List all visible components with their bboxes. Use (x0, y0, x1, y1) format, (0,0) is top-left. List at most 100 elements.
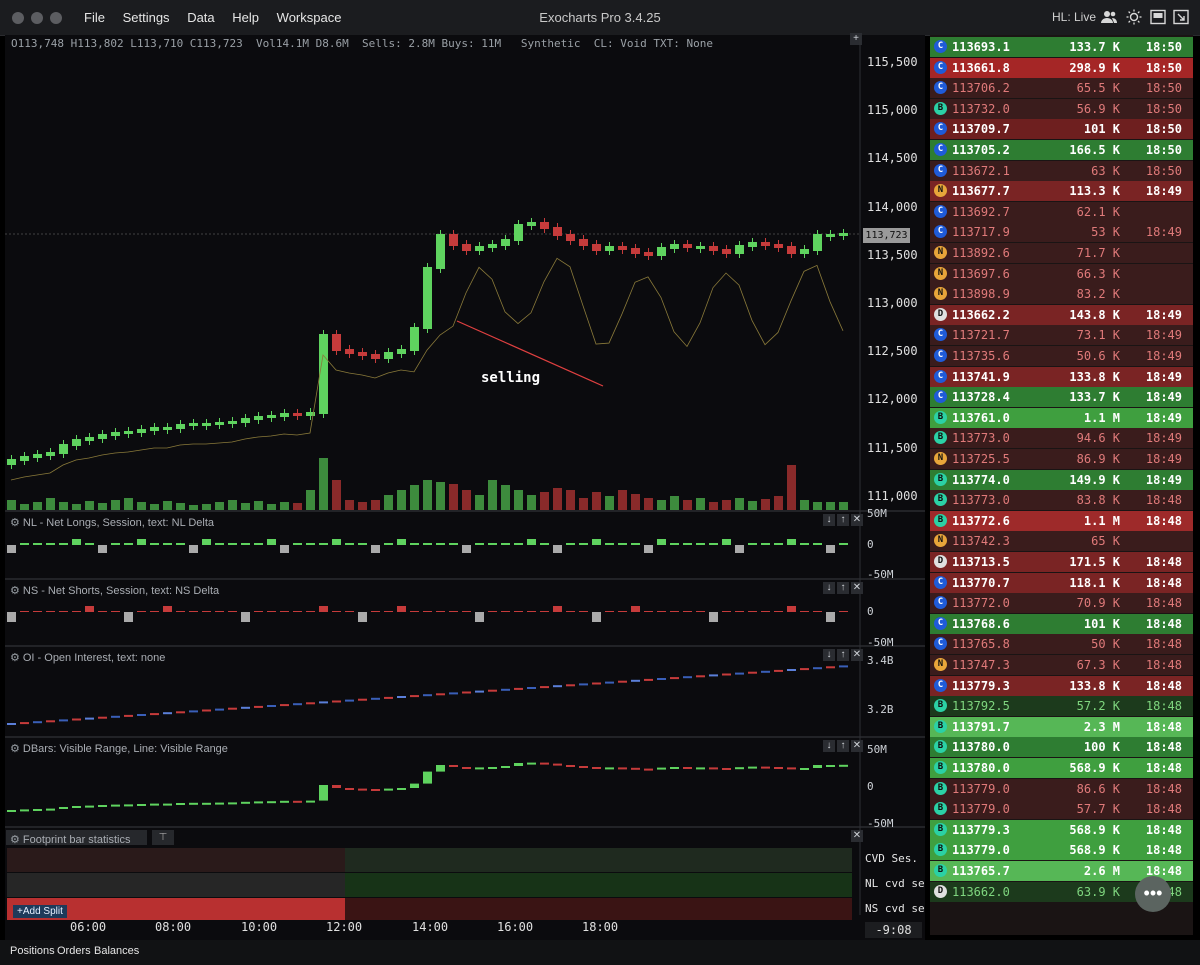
tab-positions[interactable]: Positions (10, 945, 55, 957)
trade-row[interactable]: D 113662.2 143.8 K 18:49 (930, 304, 1193, 325)
gear-icon[interactable]: ⚙ (10, 585, 20, 597)
footprint-cell (488, 848, 501, 872)
menu-file[interactable]: File (84, 10, 105, 25)
trade-row[interactable]: C 113779.3 133.8 K 18:48 (930, 675, 1193, 696)
move-down-icon[interactable]: ↓ (823, 514, 835, 526)
footprint-cell (319, 873, 332, 897)
trade-row[interactable]: C 113705.2 166.5 K 18:50 (930, 140, 1193, 160)
menu-help[interactable]: Help (232, 10, 260, 25)
trade-row[interactable]: N 113742.3 65 K (930, 531, 1193, 552)
footprint-cell (813, 848, 826, 872)
trade-row[interactable]: N 113697.6 66.3 K (930, 263, 1193, 284)
add-panel-button[interactable]: + (850, 33, 862, 45)
dbars-panel-title[interactable]: ⚙ DBars: Visible Range, Line: Visible Ran… (10, 743, 228, 755)
trade-row[interactable]: C 113692.7 62.1 K (930, 201, 1193, 222)
trade-row[interactable]: B 113779.3 568.9 K 18:48 (930, 819, 1193, 840)
expand-icon[interactable] (1172, 9, 1190, 25)
minimize-window-button[interactable] (31, 12, 43, 24)
close-footprint-icon[interactable]: ✕ (851, 830, 863, 842)
trade-row[interactable]: B 113791.7 2.3 M 18:48 (930, 716, 1193, 737)
trade-row[interactable]: B 113779.0 57.7 K 18:48 (930, 799, 1193, 820)
trade-row[interactable]: B 113780.0 100 K 18:48 (930, 737, 1193, 758)
brightness-icon[interactable] (1125, 9, 1143, 25)
trade-row[interactable]: C 113709.7 101 K 18:50 (930, 119, 1193, 140)
close-panel-icon[interactable]: ✕ (851, 740, 863, 752)
gear-icon[interactable]: ⚙ (10, 652, 20, 664)
nl-bar (85, 543, 94, 545)
trade-row[interactable]: N 113677.7 113.3 K 18:49 (930, 181, 1193, 202)
volume-bar (20, 504, 29, 510)
trade-row[interactable]: C 113772.0 70.9 K 18:48 (930, 593, 1193, 614)
footprint-stats-tab[interactable]: ⚙ Footprint bar statistics (6, 830, 147, 846)
trade-row[interactable]: C 113770.7 118.1 K 18:48 (930, 572, 1193, 593)
trade-row[interactable]: N 113892.6 71.7 K (930, 243, 1193, 263)
move-down-icon[interactable]: ↓ (823, 740, 835, 752)
footprint-cell (33, 848, 46, 872)
trade-row[interactable]: B 113792.5 57.2 K 18:48 (930, 696, 1193, 717)
trade-row[interactable]: B 113765.7 2.6 M 18:48 (930, 861, 1193, 881)
trade-size: 63 K (1091, 163, 1120, 178)
trade-row[interactable]: C 113765.8 50 K 18:48 (930, 634, 1193, 655)
trade-row[interactable]: C 113672.1 63 K 18:50 (930, 160, 1193, 181)
trade-row[interactable]: N 113898.9 83.2 K (930, 284, 1193, 305)
trade-row[interactable]: C 113693.1 133.7 K 18:50 (930, 37, 1193, 57)
footprint-cell (826, 873, 839, 897)
layout-icon[interactable] (1149, 9, 1167, 25)
trade-row[interactable]: C 113768.6 101 K 18:48 (930, 613, 1193, 634)
footprint-cell (306, 873, 319, 897)
trade-row[interactable]: C 113721.7 73.1 K 18:49 (930, 325, 1193, 346)
time-and-sales-tape[interactable]: C 113693.1 133.7 K 18:50 C 113661.8 298.9 K 18:… (930, 35, 1193, 935)
ns-panel-title[interactable]: ⚙ NS - Net Shorts, Session, text: NS Delt… (10, 585, 220, 597)
trade-row[interactable]: B 113772.6 1.1 M 18:48 (930, 510, 1193, 531)
chart-canvas[interactable] (5, 35, 925, 940)
move-down-icon[interactable]: ↓ (823, 649, 835, 661)
add-split-button[interactable]: +Add Split (13, 905, 67, 918)
trade-row[interactable]: B 113774.0 149.9 K 18:49 (930, 469, 1193, 490)
trade-row[interactable]: B 113761.0 1.1 M 18:49 (930, 407, 1193, 428)
nl-panel-title[interactable]: ⚙ NL - Net Longs, Session, text: NL Delta (10, 517, 215, 529)
trade-row[interactable]: C 113735.6 50.6 K 18:49 (930, 346, 1193, 366)
chart-area[interactable]: O113,748 H113,802 L113,710 C113,723 Vol1… (5, 33, 925, 940)
trade-row[interactable]: B 113779.0 86.6 K 18:48 (930, 778, 1193, 799)
more-options-button[interactable]: ••• (1135, 876, 1171, 912)
move-up-icon[interactable]: ↑ (837, 514, 849, 526)
ns-bar (423, 611, 432, 612)
zoom-window-button[interactable] (50, 12, 62, 24)
trade-row[interactable]: C 113728.4 133.7 K 18:49 (930, 387, 1193, 408)
volume-bar (358, 502, 367, 510)
trade-row[interactable]: C 113706.2 65.5 K 18:50 (930, 78, 1193, 99)
trade-row[interactable]: N 113747.3 67.3 K 18:48 (930, 655, 1193, 675)
move-up-icon[interactable]: ↑ (837, 649, 849, 661)
trade-row[interactable]: B 113773.0 83.8 K 18:48 (930, 490, 1193, 511)
oi-panel-title[interactable]: ⚙ OI - Open Interest, text: none (10, 652, 166, 664)
trade-row[interactable]: B 113779.0 568.9 K 18:48 (930, 840, 1193, 861)
gear-icon[interactable]: ⚙ (10, 743, 20, 755)
trade-row[interactable]: B 113773.0 94.6 K 18:49 (930, 428, 1193, 449)
close-panel-icon[interactable]: ✕ (851, 582, 863, 594)
menu-data[interactable]: Data (187, 10, 215, 25)
dbar (293, 800, 302, 803)
move-down-icon[interactable]: ↓ (823, 582, 835, 594)
close-panel-icon[interactable]: ✕ (851, 649, 863, 661)
close-panel-icon[interactable]: ✕ (851, 514, 863, 526)
users-icon[interactable] (1100, 9, 1118, 25)
tab-orders[interactable]: Orders (57, 945, 91, 957)
oi-bar (241, 706, 250, 709)
menu-workspace[interactable]: Workspace (276, 10, 342, 25)
trade-row[interactable]: B 113780.0 568.9 K 18:48 (930, 758, 1193, 778)
trade-row[interactable]: C 113717.9 53 K 18:49 (930, 222, 1193, 243)
close-window-button[interactable] (12, 12, 24, 24)
filter-icon[interactable]: ⊤ (152, 830, 174, 845)
tab-balances[interactable]: Balances (94, 945, 140, 957)
gear-icon[interactable]: ⚙ (10, 517, 20, 529)
trade-row[interactable]: C 113741.9 133.8 K 18:49 (930, 366, 1193, 387)
trade-row[interactable]: N 113725.5 86.9 K 18:49 (930, 449, 1193, 469)
move-up-icon[interactable]: ↑ (837, 582, 849, 594)
trade-row[interactable]: D 113713.5 171.5 K 18:48 (930, 552, 1193, 572)
trade-row[interactable]: B 113732.0 56.9 K 18:50 (930, 98, 1193, 119)
gear-icon[interactable]: ⚙ (10, 834, 20, 846)
footprint-cell (436, 898, 449, 920)
menu-settings[interactable]: Settings (122, 10, 170, 25)
trade-row[interactable]: C 113661.8 298.9 K 18:50 (930, 57, 1193, 78)
move-up-icon[interactable]: ↑ (837, 740, 849, 752)
